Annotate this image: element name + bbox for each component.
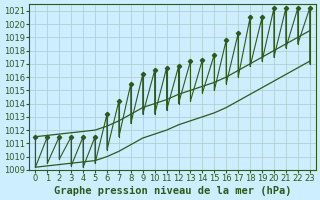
X-axis label: Graphe pression niveau de la mer (hPa): Graphe pression niveau de la mer (hPa) xyxy=(54,186,291,196)
